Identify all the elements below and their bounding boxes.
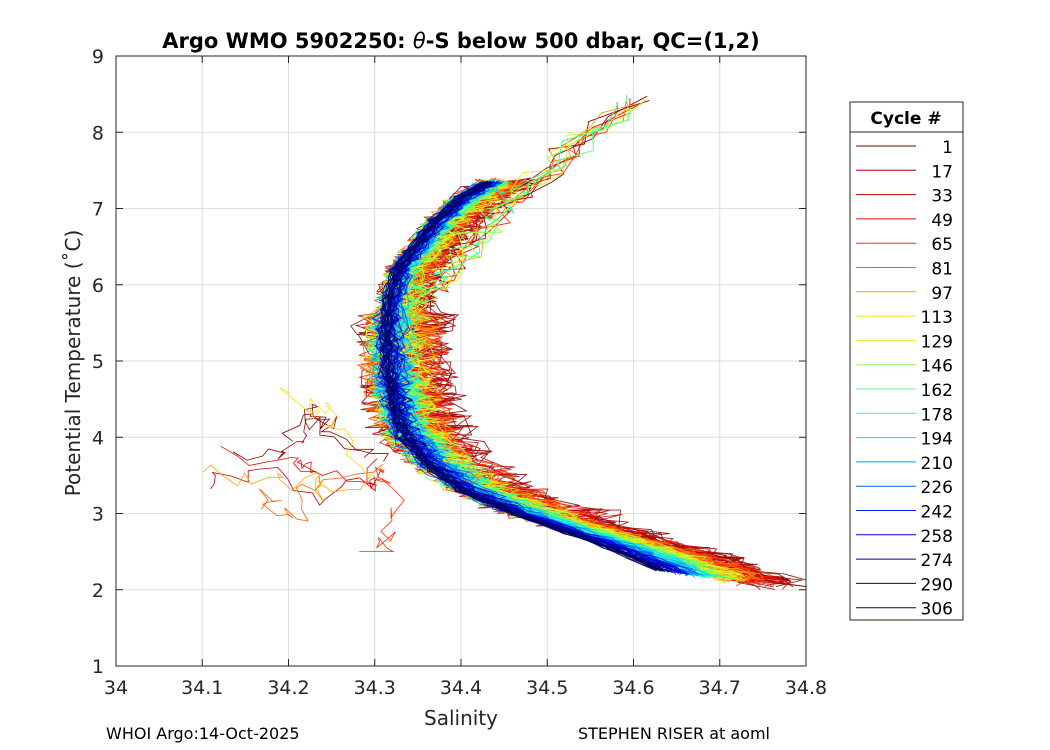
x-tick-label: 34 xyxy=(104,677,128,699)
legend-title: Cycle # xyxy=(870,109,941,129)
profile-traces xyxy=(203,94,806,590)
x-tick-label: 34.7 xyxy=(699,677,741,699)
profile-trace-242 xyxy=(382,181,691,576)
profile-trace-excursion-113 xyxy=(279,387,379,479)
legend-label-306: 306 xyxy=(921,600,953,620)
profile-trace-excursion-81 xyxy=(258,463,384,522)
y-tick-label: 4 xyxy=(92,427,104,449)
legend-label-210: 210 xyxy=(921,454,953,474)
x-tick-label: 34.5 xyxy=(526,677,568,699)
y-axis-label: Potential Temperature (˚C) xyxy=(61,230,85,497)
x-tick-label: 34.3 xyxy=(354,677,396,699)
legend-label-274: 274 xyxy=(921,551,953,571)
legend-label-81: 81 xyxy=(931,260,953,280)
profile-trace-excursion-97 xyxy=(203,464,371,502)
legend-label-129: 129 xyxy=(921,332,953,352)
chart-title: Argo WMO 5902250: θ-S below 500 dbar, QC… xyxy=(162,29,759,53)
footer-operator: STEPHEN RISER at aoml xyxy=(578,724,770,743)
y-tick-label: 6 xyxy=(92,275,104,297)
profile-trace-306 xyxy=(385,181,663,572)
profile-trace-upper-178 xyxy=(397,104,618,324)
profile-trace-upper-65 xyxy=(406,102,618,330)
legend-label-226: 226 xyxy=(921,478,953,498)
profile-trace-excursion-65 xyxy=(359,466,405,552)
legend-label-113: 113 xyxy=(921,308,953,328)
y-tick-label: 9 xyxy=(92,46,104,68)
legend-label-178: 178 xyxy=(921,405,953,425)
x-tick-label: 34.8 xyxy=(785,677,827,699)
profile-trace-258 xyxy=(383,182,688,574)
profile-trace-290 xyxy=(379,182,664,572)
legend-label-290: 290 xyxy=(921,575,953,595)
legend-box xyxy=(849,101,964,621)
profile-trace-306 xyxy=(379,181,657,572)
x-axis: 34 34.1 34.2 34.3 34.4 34.5 34.6 34.7 34.8 xyxy=(104,56,827,699)
profile-trace-excursion-33 xyxy=(210,467,384,506)
legend-label-17: 17 xyxy=(931,162,953,182)
profile-trace-upper-113 xyxy=(398,108,631,321)
profile-trace-excursion-49 xyxy=(220,445,378,486)
legend-label-194: 194 xyxy=(921,430,953,450)
y-tick-label: 5 xyxy=(92,351,104,373)
y-tick-label: 1 xyxy=(92,656,104,678)
profile-trace-upper-97 xyxy=(402,103,636,327)
profile-trace-upper-146 xyxy=(390,106,633,324)
legend-label-162: 162 xyxy=(921,381,953,401)
footer-source: WHOI Argo:14-Oct-2025 xyxy=(106,724,300,743)
y-tick-label: 7 xyxy=(92,199,104,221)
legend-label-49: 49 xyxy=(931,211,953,231)
x-tick-label: 34.2 xyxy=(267,677,309,699)
x-tick-label: 34.4 xyxy=(440,677,482,699)
profile-trace-excursion-17 xyxy=(232,416,375,461)
y-tick-label: 8 xyxy=(92,122,104,144)
y-tick-label: 2 xyxy=(92,580,104,602)
legend-label-97: 97 xyxy=(931,284,953,304)
legend-label-65: 65 xyxy=(931,235,953,255)
legend-label-146: 146 xyxy=(921,357,953,377)
legend-label-33: 33 xyxy=(931,187,953,207)
profile-trace-upper-162 xyxy=(397,94,630,326)
profile-trace-258 xyxy=(379,181,689,575)
x-tick-label: 34.6 xyxy=(612,677,654,699)
x-tick-label: 34.1 xyxy=(181,677,223,699)
x-axis-label: Salinity xyxy=(424,706,498,730)
legend: Cycle # 1 17 33 49 65 81 97 113 129 146 162 178 194 2… xyxy=(849,101,964,621)
y-tick-label: 3 xyxy=(92,504,104,526)
legend-label-258: 258 xyxy=(921,527,953,547)
legend-label-242: 242 xyxy=(921,503,953,523)
y-axis: 1 2 3 4 5 6 7 8 9 xyxy=(92,46,806,678)
legend-label-1: 1 xyxy=(942,138,953,158)
